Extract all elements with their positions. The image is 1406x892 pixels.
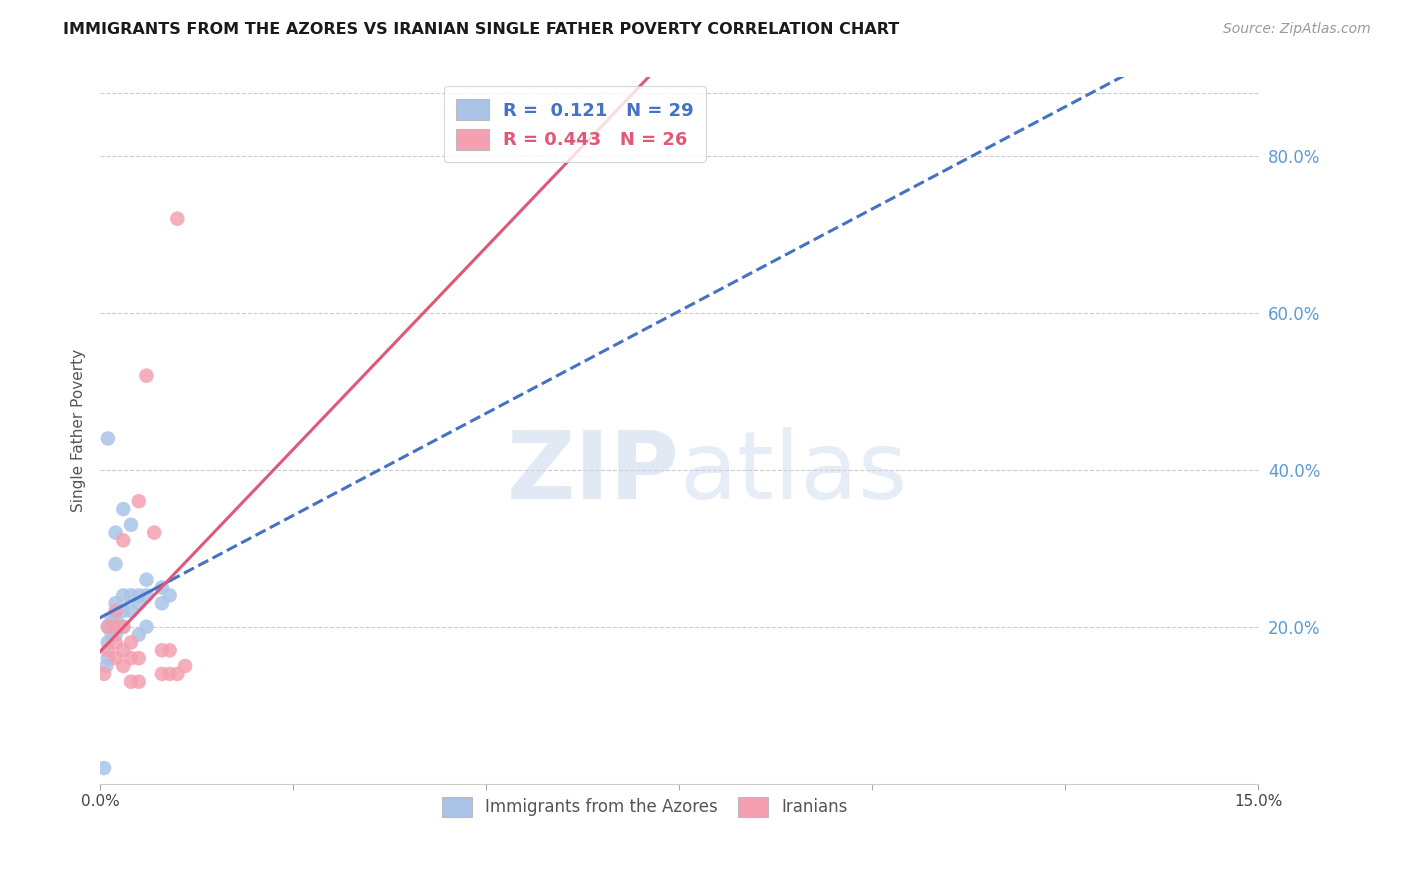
Point (100, 627, 122, 641)
Point (97, 651, 120, 665)
Point (112, 533, 135, 548)
Point (135, 620, 157, 634)
Point (112, 604, 135, 618)
Point (120, 517, 142, 532)
Point (104, 651, 127, 665)
Point (112, 620, 135, 634)
Point (128, 596, 150, 610)
Point (120, 674, 142, 689)
Point (120, 588, 142, 602)
Point (104, 596, 127, 610)
Point (104, 627, 127, 641)
Point (159, 666, 181, 681)
Point (112, 643, 135, 657)
Point (150, 643, 173, 657)
Point (104, 635, 127, 649)
Point (135, 368, 157, 383)
Point (104, 612, 127, 626)
Point (112, 620, 135, 634)
Point (120, 604, 142, 618)
Point (135, 573, 157, 587)
Point (112, 659, 135, 673)
Point (97, 620, 120, 634)
Point (112, 588, 135, 602)
Text: IMMIGRANTS FROM THE AZORES VS IRANIAN SINGLE FATHER POVERTY CORRELATION CHART: IMMIGRANTS FROM THE AZORES VS IRANIAN SI… (63, 22, 900, 37)
Point (159, 643, 181, 657)
Legend: Immigrants from the Azores, Iranians: Immigrants from the Azores, Iranians (433, 789, 856, 825)
Point (143, 525, 166, 540)
Point (120, 635, 142, 649)
Point (93, 761, 115, 775)
Point (120, 651, 142, 665)
Point (104, 557, 127, 571)
Point (97, 643, 120, 657)
Point (104, 620, 127, 634)
Point (150, 666, 173, 681)
Point (135, 588, 157, 602)
Point (128, 627, 150, 641)
Point (166, 211, 188, 226)
Point (97, 620, 120, 634)
Point (97, 432, 120, 446)
Point (150, 596, 173, 610)
Text: atlas: atlas (679, 427, 907, 519)
Point (166, 666, 188, 681)
Point (100, 612, 122, 626)
Point (128, 651, 150, 665)
Point (174, 659, 197, 673)
Point (97, 635, 120, 649)
Point (104, 604, 127, 618)
Point (150, 581, 173, 595)
Text: ZIP: ZIP (506, 427, 679, 519)
Point (93, 666, 115, 681)
Y-axis label: Single Father Poverty: Single Father Poverty (72, 349, 86, 512)
Point (128, 588, 150, 602)
Point (159, 588, 181, 602)
Text: Source: ZipAtlas.com: Source: ZipAtlas.com (1223, 22, 1371, 37)
Point (128, 674, 150, 689)
Point (104, 525, 127, 540)
Point (128, 494, 150, 508)
Point (96, 659, 118, 673)
Point (112, 502, 135, 516)
